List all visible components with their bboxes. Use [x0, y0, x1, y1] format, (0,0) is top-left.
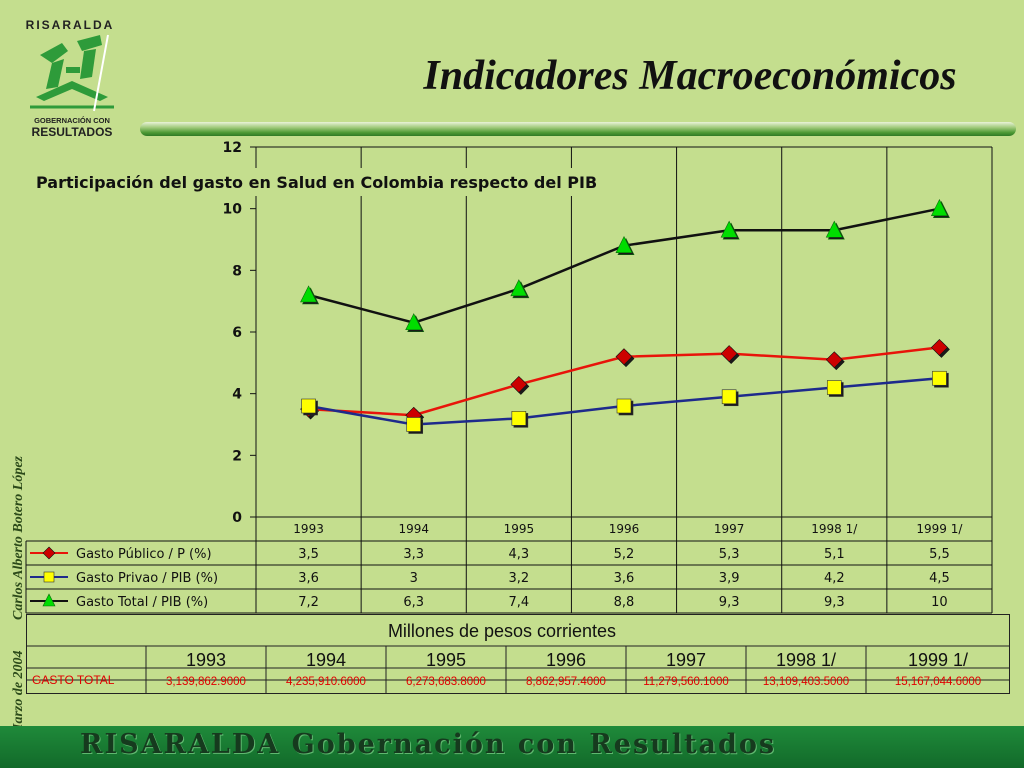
money-value-cell: 3,139,862.9000	[166, 676, 246, 688]
y-tick-label: 4	[232, 387, 242, 403]
table-value-cell: 7,4	[509, 595, 530, 610]
money-year-header: 1996	[546, 650, 586, 670]
data-point-diamond	[720, 345, 738, 363]
table-value-cell: 3,3	[403, 547, 424, 562]
legend-series-name: Gasto Público / P (%)	[76, 547, 212, 562]
data-point-triangle	[42, 593, 56, 607]
money-caption: Millones de pesos corrientes	[388, 621, 616, 641]
money-value-cell: 15,167,044.6000	[895, 676, 981, 688]
money-value-cell: 4,235,910.6000	[286, 676, 366, 688]
money-year-header: 1999 1/	[908, 650, 968, 670]
x-category-label: 1995	[504, 522, 535, 536]
series-markers	[300, 198, 950, 434]
money-value-cell: 11,279,560.1000	[643, 676, 728, 688]
data-point-square	[301, 398, 316, 414]
data-point-triangle	[930, 198, 948, 216]
table-value-cell: 4,2	[824, 571, 845, 586]
data-point-diamond	[825, 351, 843, 369]
data-point-diamond	[42, 546, 56, 560]
table-value-cell: 3,2	[509, 571, 530, 586]
data-point-triangle	[300, 285, 318, 303]
table-value-cell: 5,1	[824, 547, 845, 562]
data-point-diamond	[615, 348, 633, 366]
table-value-cell: 9,3	[824, 595, 845, 610]
money-year-header: 1993	[186, 650, 226, 670]
data-point-square	[826, 380, 842, 395]
money-year-header: 1998 1/	[776, 650, 836, 670]
credit-author: Carlos Alberto Botero López	[11, 455, 26, 620]
x-category-label: 1999 1/	[916, 522, 963, 536]
table-value-cell: 9,3	[719, 595, 740, 610]
data-point-square	[932, 370, 947, 386]
data-point-triangle	[615, 235, 633, 253]
chart-data-table: 1993 1994 1995 1996 1997 1998 1/1999 1/Gasto …	[25, 516, 993, 614]
credit-date: Marzo de 2004	[11, 650, 26, 737]
table-value-cell: 4,3	[509, 547, 530, 562]
money-cells: 1993 3,139,862.9000 1994 4,235,910.6000 1995…	[145, 646, 981, 694]
y-tick-label: 0	[232, 510, 242, 526]
y-tick-label: 8	[232, 263, 242, 279]
x-category-label: 1994	[398, 522, 429, 536]
logo-sub-text: GOBERNACIÓN CON	[34, 116, 110, 125]
logo-bottom-text: RESULTADOS	[32, 125, 113, 139]
data-point-triangle	[825, 220, 843, 238]
logo-figures-icon	[30, 34, 114, 112]
data-point-triangle	[720, 220, 738, 238]
table-value-cell: 3,6	[298, 571, 319, 586]
y-tick-label: 2	[232, 448, 242, 464]
table-value-cell: 5,3	[719, 547, 740, 562]
data-point-square	[721, 389, 737, 405]
x-category-label: 1998 1/	[811, 522, 858, 536]
table-value-cell: 7,2	[298, 595, 319, 610]
x-category-label: 1997	[714, 522, 745, 536]
footer-bar: RISARALDA Gobernación con Resultados	[0, 726, 1024, 768]
table-value-cell: 6,3	[403, 595, 424, 610]
table-value-cell: 3,6	[614, 571, 635, 586]
money-row-label: GASTO TOTAL	[32, 673, 115, 687]
data-point-square	[43, 571, 55, 583]
money-value-cell: 6,273,683.8000	[406, 676, 486, 688]
data-point-square	[406, 417, 422, 432]
table-value-cell: 3	[410, 571, 418, 586]
plot-area	[256, 147, 992, 517]
risaralda-logo: RISARALDA GOBERNACIÓN CON RESULTADOS	[22, 15, 122, 140]
y-tick-label: 6	[232, 325, 242, 341]
table-value-cell: 3,5	[298, 547, 319, 562]
money-year-header: 1994	[306, 650, 346, 670]
table-value-cell: 5,2	[614, 547, 635, 562]
x-category-label: 1996	[609, 522, 640, 536]
data-point-diamond	[931, 338, 948, 356]
money-year-header: 1995	[426, 650, 466, 670]
legend-series-name: Gasto Total / PIB (%)	[76, 595, 208, 610]
table-value-cell: 4,5	[929, 571, 950, 586]
table-value-cell: 3,9	[719, 571, 740, 586]
y-axis: 0 2 4 6 8 10 12	[223, 140, 256, 526]
table-value-cell: 10	[931, 595, 948, 610]
money-value-cell: 8,862,957.4000	[526, 676, 606, 688]
y-tick-label: 10	[223, 202, 243, 218]
data-point-diamond	[510, 375, 528, 393]
logo-top-text: RISARALDA	[26, 18, 115, 32]
chart-title: Participación del gasto en Salud en Colo…	[36, 173, 597, 192]
data-point-triangle	[405, 313, 423, 331]
slide-title: Indicadores Macroeconómicos	[423, 53, 957, 99]
money-year-header: 1997	[666, 650, 706, 670]
money-value-cell: 13,109,403.5000	[763, 676, 849, 688]
table-value-cell: 5,5	[929, 547, 950, 562]
chart-title-bg	[34, 168, 658, 196]
side-credit: Marzo de 2004 Carlos Alberto Botero Lópe…	[4, 372, 30, 740]
data-point-triangle	[510, 279, 528, 297]
money-table: Millones de pesos corrientes 1993 3,139,8…	[26, 614, 1010, 694]
title-underline-bar	[140, 122, 1016, 136]
table-value-cell: 8,8	[614, 595, 635, 610]
y-tick-label: 12	[223, 140, 242, 156]
x-category-label: 1993	[293, 522, 324, 536]
data-point-square	[511, 411, 527, 426]
footer-text: RISARALDA Gobernación con Resultados	[80, 729, 777, 760]
data-point-square	[616, 398, 632, 414]
legend-series-name: Gasto Privao / PIB (%)	[76, 571, 218, 586]
